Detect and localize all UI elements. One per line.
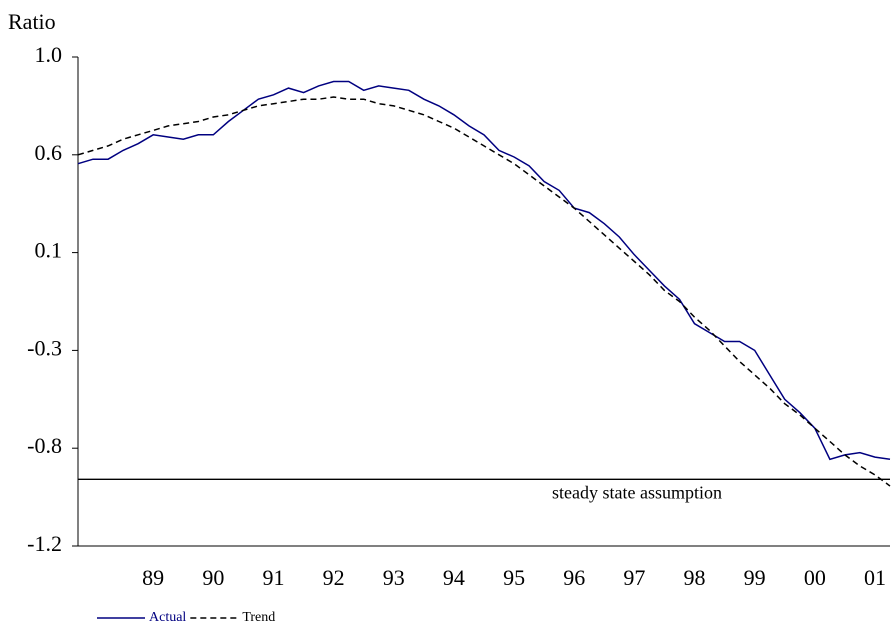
x-tick-label: 90 bbox=[202, 565, 224, 590]
y-axis-label: Ratio bbox=[8, 9, 56, 34]
x-tick-label: 98 bbox=[684, 565, 706, 590]
series-line bbox=[77, 96, 891, 487]
legend-label: Trend bbox=[242, 610, 275, 625]
x-tick-label: 00 bbox=[804, 565, 826, 590]
x-tick-label: 92 bbox=[323, 565, 345, 590]
x-tick-label: 95 bbox=[503, 565, 525, 590]
x-tick-label: 96 bbox=[563, 565, 585, 590]
x-tick-label: 89 bbox=[142, 565, 164, 590]
x-tick-label: 91 bbox=[262, 565, 284, 590]
y-tick-label: 0.1 bbox=[35, 238, 63, 263]
y-tick-label: -0.8 bbox=[27, 433, 62, 458]
series-line bbox=[77, 80, 891, 461]
reference-label: steady state assumption bbox=[552, 482, 722, 502]
x-tick-label: 01 bbox=[864, 565, 886, 590]
y-tick-label: -1.2 bbox=[27, 531, 62, 556]
x-tick-label: 94 bbox=[443, 565, 465, 590]
x-tick-label: 93 bbox=[383, 565, 405, 590]
x-tick-label: 99 bbox=[744, 565, 766, 590]
legend-label: Actual bbox=[149, 610, 186, 625]
y-tick-label: 0.6 bbox=[35, 140, 63, 165]
y-tick-label: -0.3 bbox=[27, 335, 62, 360]
x-tick-label: 97 bbox=[623, 565, 645, 590]
y-tick-label: 1.0 bbox=[35, 42, 63, 67]
